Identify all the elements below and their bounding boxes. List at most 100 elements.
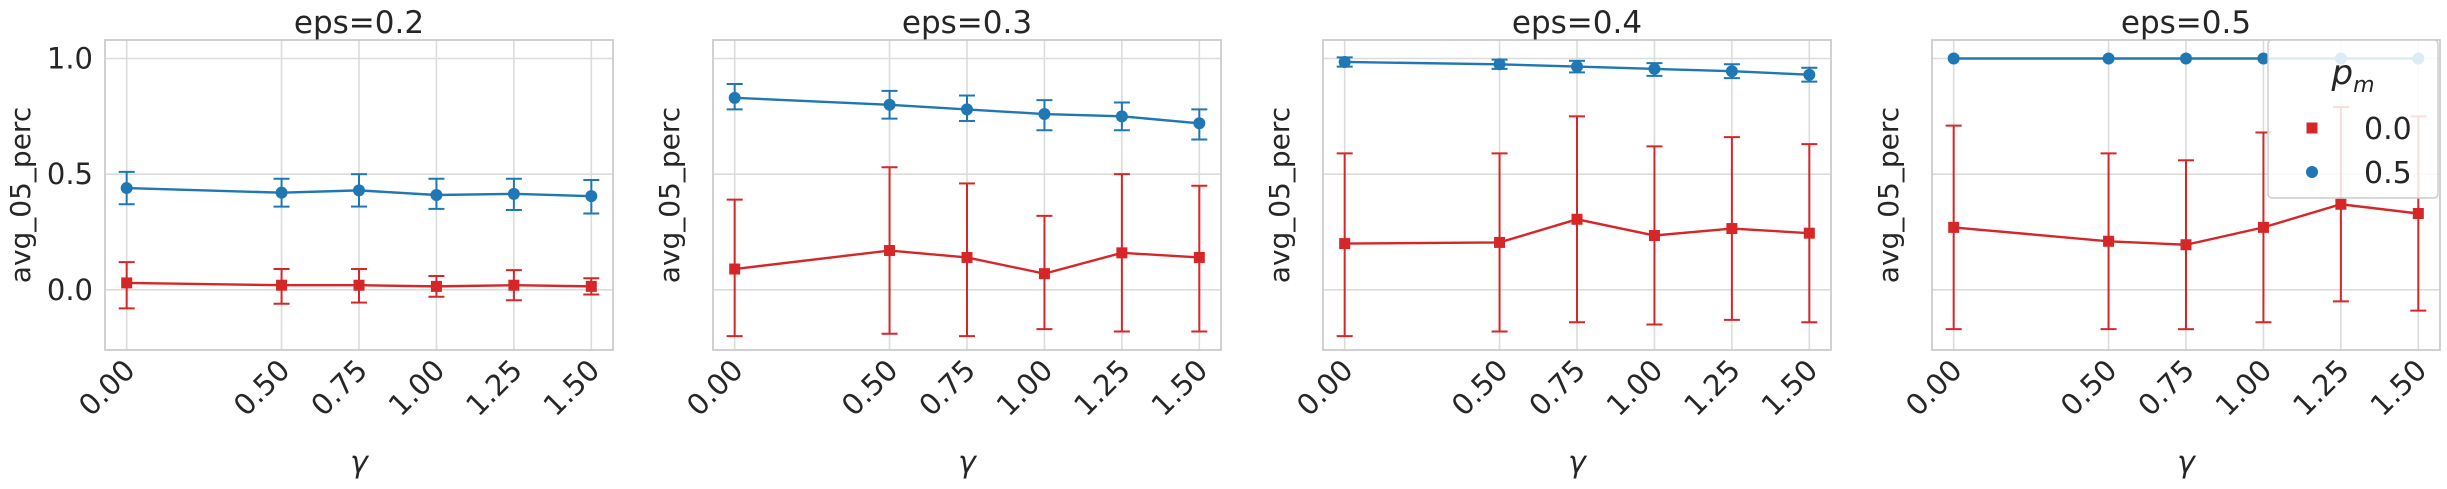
data-point (1338, 55, 1351, 68)
legend-marker-square (2306, 122, 2318, 134)
data-point (2257, 52, 2270, 65)
x-tick-label: 1.25 (459, 353, 529, 423)
legend: pm 0.0 0.5 (2267, 39, 2439, 199)
legend-title: pm (2330, 53, 2374, 98)
data-point (1571, 213, 1583, 225)
data-point (1947, 52, 1960, 65)
x-tick-label: 0.50 (835, 353, 905, 423)
data-point (1116, 247, 1128, 259)
subplot-title: eps=0.3 (902, 5, 1032, 41)
series-pm-0-5 (118, 170, 600, 215)
series-line (734, 249, 1200, 275)
data-point (2103, 235, 2115, 247)
data-point (508, 279, 520, 291)
data-point (1494, 236, 1506, 248)
data-point (961, 251, 973, 263)
x-tick-label: 0.50 (2054, 353, 2124, 423)
y-axis-label: avg_05_perc (1872, 107, 1905, 283)
x-tick-label: 1.50 (2364, 353, 2434, 423)
series-pm-0-0 (1945, 106, 2427, 331)
x-tick-label: 1.50 (537, 353, 607, 423)
data-point (2257, 221, 2269, 233)
x-axis-label: γ (958, 445, 978, 480)
data-point (1648, 62, 1661, 75)
data-point (884, 245, 896, 257)
series-pm-0-0 (726, 166, 1208, 338)
data-point (1726, 223, 1738, 235)
data-point (1193, 117, 1206, 130)
x-tick-label: 1.00 (2209, 353, 2279, 423)
plot-frame (712, 39, 1222, 351)
data-point (353, 279, 365, 291)
x-tick-label: 1.00 (990, 353, 1060, 423)
series-pm-0-0 (1336, 115, 1818, 338)
legend-title-main: p (2330, 53, 2353, 93)
x-tick-label: 1.00 (382, 353, 452, 423)
data-point (2180, 239, 2192, 251)
legend-label: 0.0 (2364, 112, 2412, 147)
y-axis-label: avg_05_perc (4, 107, 37, 283)
series-line (126, 186, 592, 198)
data-point (430, 189, 443, 201)
legend-label: 0.5 (2364, 156, 2412, 191)
series-line (126, 281, 592, 288)
series-pm-0-5 (1336, 55, 1818, 83)
data-point (1803, 68, 1816, 81)
x-tick-label: 1.00 (1600, 353, 1670, 423)
x-axis-label: γ (1568, 445, 1588, 480)
series-pm-0-0 (118, 261, 600, 310)
subplot-2: eps=0.3 avg_05_perc 0.00 0.50 0.75 1.00 1.25 1.… (653, 5, 1222, 480)
legend-title-sub: m (2353, 73, 2374, 98)
y-tick-label: 0.0 (47, 273, 93, 307)
x-tick-label: 0.75 (2131, 353, 2201, 423)
x-tick-label: 0.75 (1522, 353, 1592, 423)
data-point (585, 190, 598, 203)
data-point (729, 263, 741, 275)
data-point (585, 280, 597, 292)
data-point (728, 91, 741, 104)
x-tick-label: 0.50 (227, 353, 297, 423)
y-tick-label: 1.0 (47, 42, 93, 76)
series-line (1953, 203, 2419, 246)
x-tick-label: 1.25 (2286, 353, 2356, 423)
plot-frame (1931, 39, 2441, 351)
x-tick-label: 0.00 (1899, 353, 1969, 423)
subplot-title: eps=0.4 (1512, 5, 1642, 41)
x-tick-label: 0.75 (304, 353, 374, 423)
data-point (2335, 198, 2347, 210)
data-point (1038, 108, 1051, 121)
x-tick-label: 0.50 (1445, 353, 1515, 423)
x-axis-label: γ (350, 445, 370, 480)
data-point (1803, 227, 1815, 239)
y-axis-label: avg_05_perc (1263, 107, 1296, 283)
data-point (1038, 268, 1050, 280)
data-point (961, 103, 973, 116)
subplot-title: eps=0.5 (2121, 5, 2251, 41)
data-point (1571, 60, 1583, 73)
data-point (883, 98, 896, 111)
legend-box (2267, 39, 2439, 199)
data-point (1648, 229, 1660, 241)
plot-frame (1322, 39, 1832, 351)
data-point (275, 186, 288, 199)
subplot-4: eps=0.5 avg_05_perc 0.00 0.50 0.75 1.00 1.25 1.… (1872, 5, 2441, 480)
legend-marker-circle (2306, 166, 2318, 178)
plot-frame (104, 39, 614, 351)
y-tick-label: 0.5 (47, 157, 93, 191)
x-tick-label: 1.50 (1755, 353, 1825, 423)
x-tick-label: 0.00 (680, 353, 750, 423)
series-line (1344, 60, 1810, 76)
x-tick-label: 0.75 (912, 353, 982, 423)
y-axis-label: avg_05_perc (653, 107, 686, 283)
x-tick-label: 0.00 (72, 353, 142, 423)
data-point (2102, 52, 2115, 65)
data-point (120, 182, 133, 195)
data-point (2412, 208, 2424, 220)
data-point (353, 184, 365, 197)
data-point (2180, 52, 2192, 65)
data-point (276, 279, 288, 291)
data-point (1115, 110, 1128, 123)
x-tick-label: 1.25 (1067, 353, 1137, 423)
